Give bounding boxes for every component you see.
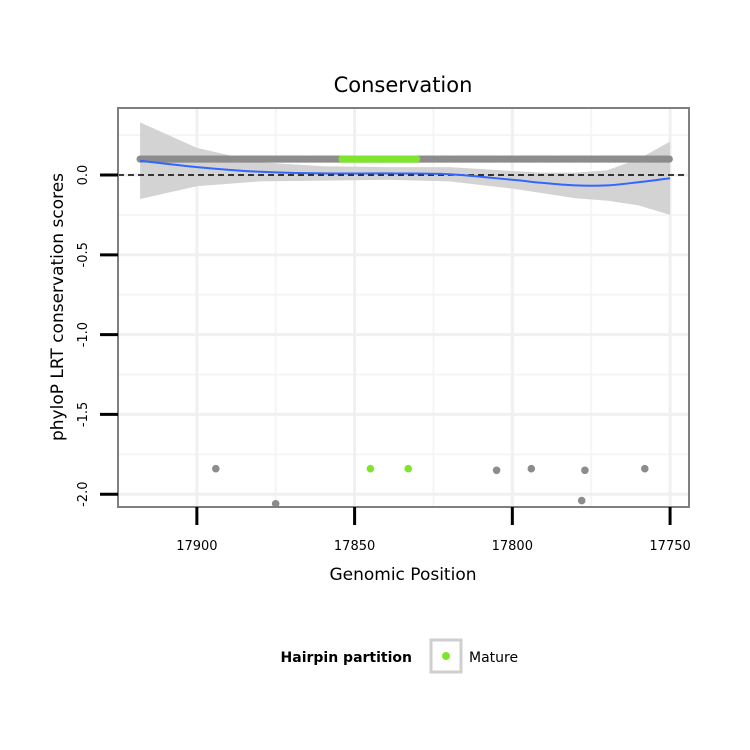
legend: Hairpin partition Mature <box>281 638 518 674</box>
mature-point <box>366 464 375 473</box>
y-axis: 0.0 -0.5 -1.0 -1.5 -2.0 <box>76 165 118 507</box>
y-axis-title: phyloP LRT conservation scores <box>48 173 68 441</box>
panel-border <box>117 107 690 508</box>
y-tick-label: -1.0 <box>76 322 91 347</box>
data-point <box>665 155 673 163</box>
x-tick-label: 17750 <box>649 539 690 554</box>
y-tick-label: -1.5 <box>76 402 91 427</box>
data-point <box>492 466 501 475</box>
y-tick-label: -0.5 <box>76 242 91 267</box>
legend-mature-marker <box>442 652 450 660</box>
mature-point <box>404 464 413 473</box>
smooth-trend-line <box>139 159 671 187</box>
data-point <box>212 464 220 473</box>
x-axis-title: Genomic Position <box>329 565 476 585</box>
data-point <box>581 466 589 475</box>
legend-entry-mature: Mature <box>469 650 518 666</box>
data-point <box>577 496 586 505</box>
data-point <box>641 464 649 473</box>
legend-title: Hairpin partition <box>281 650 412 666</box>
y-tick-label: 0.0 <box>76 165 91 186</box>
confidence-band-area <box>140 122 671 215</box>
confidence-band <box>140 122 671 215</box>
y-tick-label: -2.0 <box>76 482 91 507</box>
data-points <box>136 155 673 508</box>
chart-title: Conservation <box>334 73 473 97</box>
x-axis: 17900 17850 17800 17750 <box>176 507 691 554</box>
x-tick-label: 17800 <box>492 539 533 554</box>
x-tick-label: 17850 <box>334 539 375 554</box>
data-point <box>271 500 280 508</box>
data-point <box>527 464 536 473</box>
smooth-line <box>139 159 671 187</box>
mature-point <box>413 155 421 163</box>
x-tick-label: 17900 <box>176 539 217 554</box>
